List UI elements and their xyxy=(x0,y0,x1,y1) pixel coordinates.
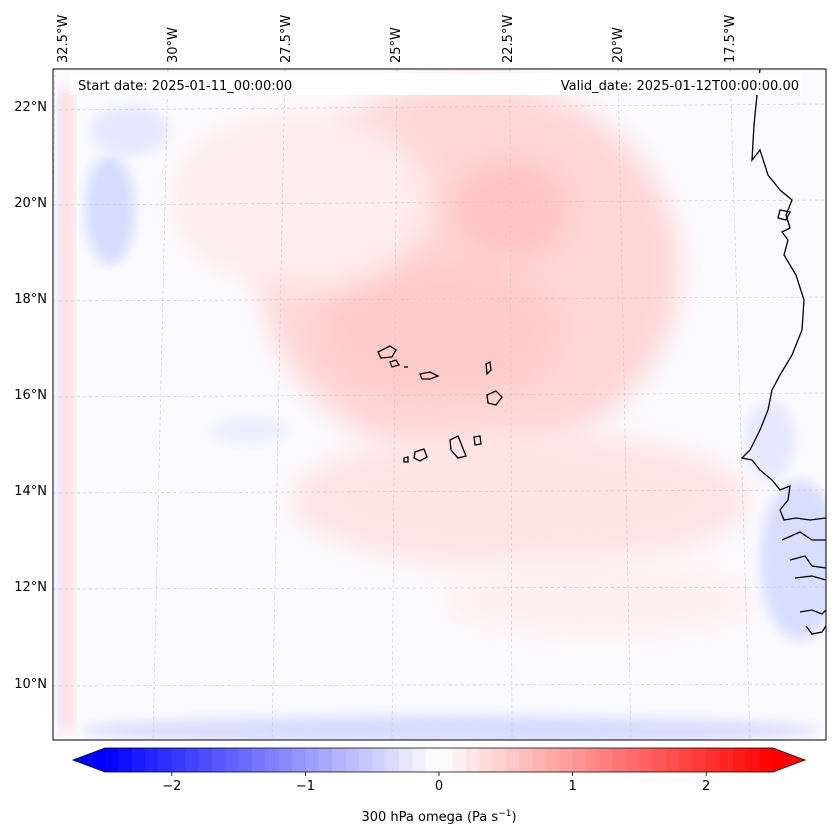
colorbar-cell xyxy=(479,748,494,772)
lat-label: 22°N xyxy=(14,100,47,115)
colorbar-cell xyxy=(532,748,547,772)
colorbar-cell xyxy=(746,748,761,772)
lon-label: 32.5°W xyxy=(56,15,71,63)
colorbar-cell xyxy=(292,748,306,772)
colorbar-cell xyxy=(358,748,373,772)
lon-label: 25°W xyxy=(389,27,404,63)
colorbar-cell xyxy=(732,748,747,772)
colorbar-cell xyxy=(398,748,413,772)
colorbar-cell xyxy=(332,748,347,772)
colorbar-cell xyxy=(639,748,654,772)
island-sao-nicolau xyxy=(419,371,440,380)
colorbar-cell xyxy=(171,748,186,772)
colorbar-cell xyxy=(652,748,667,772)
latitude-labels: 22°N 20°N 18°N 16°N 14°N 12°N 10°N xyxy=(14,100,47,692)
colorbar-ticks: −2 −1 0 1 2 xyxy=(162,772,710,794)
island-brava xyxy=(403,456,409,463)
colorbar-cell xyxy=(412,748,427,772)
colorbar-cell xyxy=(545,748,560,772)
island-sal xyxy=(485,361,492,376)
colorbar-cell xyxy=(492,748,507,772)
colorbar-cell xyxy=(198,748,213,772)
colorbar-cell xyxy=(572,748,587,772)
island-santiago xyxy=(449,435,467,459)
graticule xyxy=(53,69,826,740)
colorbar-cell xyxy=(759,748,774,772)
omega-field xyxy=(55,80,826,740)
colorbar-cell xyxy=(278,748,293,772)
colorbar-cell xyxy=(238,748,253,772)
colorbar-cell xyxy=(318,748,333,772)
colorbar-tick-label: 2 xyxy=(702,779,710,794)
colorbar-tick-label: −2 xyxy=(162,779,181,794)
date-header-band xyxy=(70,73,802,95)
lat-label: 18°N xyxy=(14,292,47,307)
colorbar-cell xyxy=(425,748,440,772)
colorbar-min-extend xyxy=(73,748,105,772)
valid-date-label: Valid_date: 2025-01-12T00:00:00.00 xyxy=(561,79,799,94)
colorbar-label: 300 hPa omega (Pa s−1) xyxy=(361,809,516,825)
colorbar-tick-label: −1 xyxy=(296,779,315,794)
lat-label: 16°N xyxy=(14,388,47,403)
lon-label: 22.5°W xyxy=(501,15,516,63)
lon-label: 27.5°W xyxy=(279,15,294,63)
island-santo-antao xyxy=(377,345,397,359)
colorbar-cell xyxy=(612,748,627,772)
colorbar-cell xyxy=(706,748,721,772)
colorbar-cell xyxy=(452,748,467,772)
lat-label: 10°N xyxy=(14,677,47,692)
lon-label: 17.5°W xyxy=(723,15,738,63)
lon-label: 20°W xyxy=(611,27,626,63)
colorbar-cell xyxy=(211,748,226,772)
island-sao-vicente xyxy=(389,359,400,368)
colorbar-tick-label: 0 xyxy=(435,779,443,794)
colorbar-cell xyxy=(265,748,280,772)
colorbar-cell xyxy=(626,748,640,772)
colorbar-cell xyxy=(185,748,200,772)
island-fogo xyxy=(413,448,428,462)
colorbar-cell xyxy=(385,748,400,772)
island-boa-vista xyxy=(486,390,503,406)
colorbar-cell xyxy=(225,748,240,772)
colorbar-cell xyxy=(345,748,360,772)
colorbar-tick-label: 1 xyxy=(568,779,576,794)
colorbar-cell xyxy=(505,748,520,772)
start-date-label: Start date: 2025-01-11_00:00:00 xyxy=(78,79,292,94)
lat-label: 14°N xyxy=(14,484,47,499)
island-maio xyxy=(473,435,482,446)
colorbar-cell xyxy=(679,748,694,772)
colorbar-cells xyxy=(105,748,774,772)
colorbar-cell xyxy=(599,748,614,772)
map-panel: Start date: 2025-01-11_00:00:00 Valid_da… xyxy=(52,68,827,741)
colorbar-cell xyxy=(585,748,600,772)
colorbar-cell xyxy=(439,748,453,772)
colorbar-max-extend xyxy=(773,748,805,772)
colorbar-cell xyxy=(118,748,133,772)
colorbar-cell xyxy=(519,748,534,772)
longitude-labels: 32.5°W 30°W 27.5°W 25°W 22.5°W 20°W 17.5… xyxy=(56,15,738,63)
cape-verde-islands xyxy=(377,345,503,463)
colorbar-outline xyxy=(71,747,807,773)
lon-label: 30°W xyxy=(166,27,181,63)
colorbar-cell xyxy=(131,748,146,772)
colorbar-cell xyxy=(145,748,160,772)
colorbar-cell xyxy=(666,748,681,772)
colorbar-cell xyxy=(305,748,320,772)
colorbar-cell xyxy=(465,748,480,772)
colorbar-cell xyxy=(692,748,707,772)
colorbar-cell xyxy=(105,748,119,772)
colorbar-cell xyxy=(251,748,266,772)
lat-label: 12°N xyxy=(14,580,47,595)
colorbar-cell xyxy=(719,748,734,772)
map-frame xyxy=(52,68,827,741)
colorbar-cell xyxy=(372,748,387,772)
colorbar-cell xyxy=(559,748,574,772)
colorbar: −2 −1 0 1 2 300 hPa omega (Pa s−1) xyxy=(71,747,807,825)
coastline xyxy=(740,69,826,635)
lat-label: 20°N xyxy=(14,196,47,211)
colorbar-cell xyxy=(158,748,173,772)
